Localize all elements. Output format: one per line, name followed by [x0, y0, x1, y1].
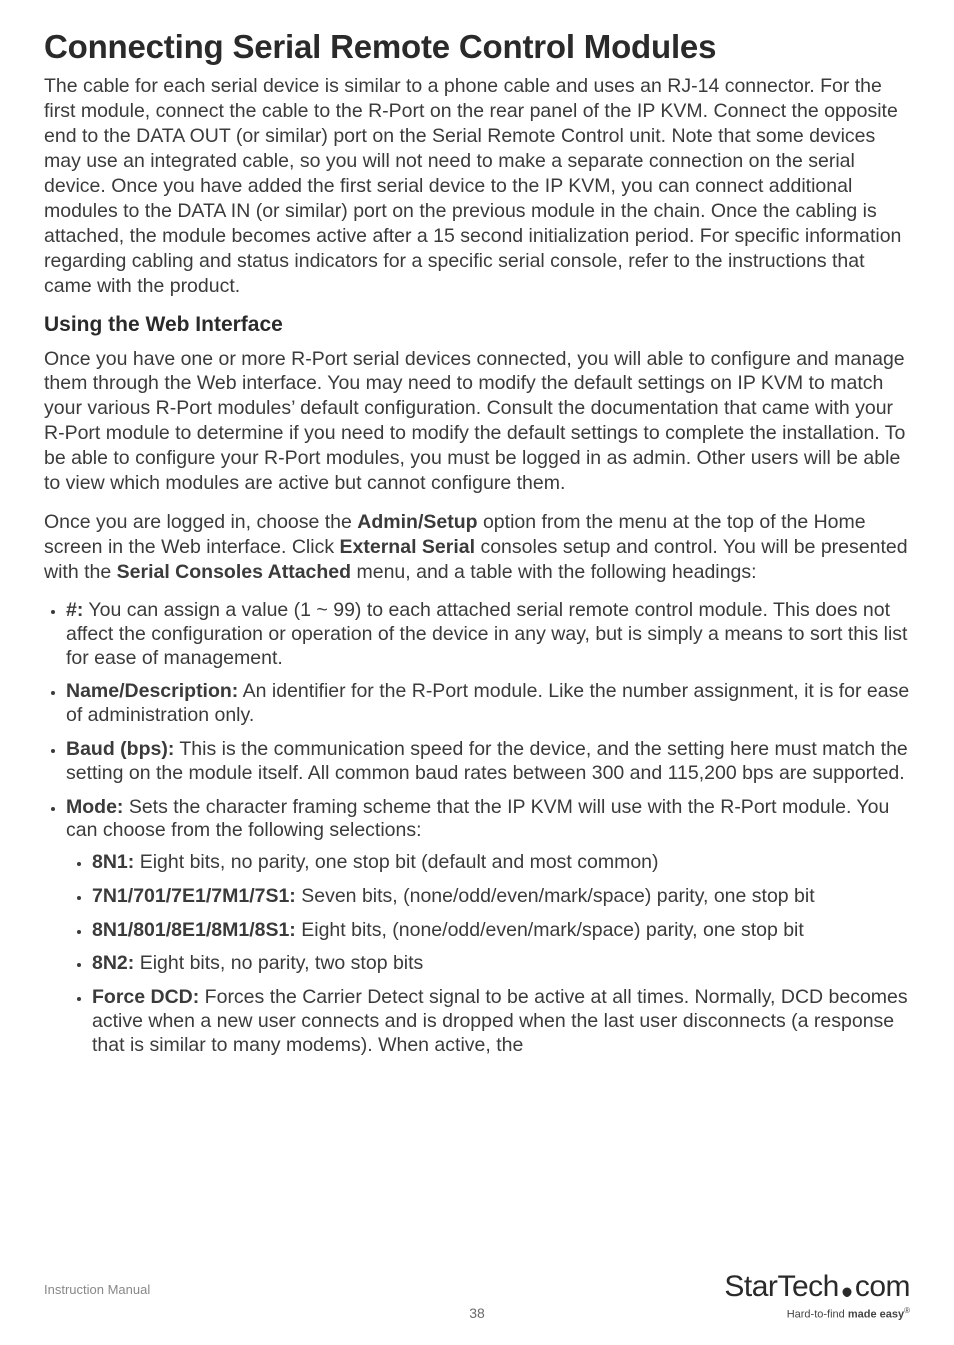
list-item-hash: #: You can assign a value (1 ~ 99) to ea…: [66, 599, 910, 670]
sub-8n1b-label: 8N1/801/8E1/8M1/8S1:: [92, 919, 296, 941]
list-item-name-description: Name/Description: An identifier for the …: [66, 680, 910, 728]
sub-item-8n2: 8N2: Eight bits, no parity, two stop bit…: [92, 952, 910, 976]
li-hash-text: You can assign a value (1 ~ 99) to each …: [66, 599, 907, 669]
sub-dcd-text: Forces the Carrier Detect signal to be a…: [92, 986, 908, 1056]
li-baud-label: Baud (bps):: [66, 738, 174, 760]
sub-8n1-label: 8N1:: [92, 851, 134, 873]
subheading-web-interface: Using the Web Interface: [44, 313, 910, 337]
logo-wordmark: StarTechcom: [724, 1272, 910, 1302]
li-mode-label: Mode:: [66, 796, 123, 818]
footer-page-number: 38: [469, 1305, 485, 1321]
list-item-mode: Mode: Sets the character framing scheme …: [66, 796, 910, 1058]
sub-item-8n1: 8N1: Eight bits, no parity, one stop bit…: [92, 851, 910, 875]
sub-item-8n1b: 8N1/801/8E1/8M1/8S1: Eight bits, (none/o…: [92, 919, 910, 943]
li-baud-text: This is the communication speed for the …: [66, 738, 908, 784]
footer-manual-label: Instruction Manual: [44, 1282, 150, 1297]
sub-item-7n1: 7N1/701/7E1/7M1/7S1: Seven bits, (none/o…: [92, 885, 910, 909]
para3-post: menu, and a table with the following hea…: [351, 561, 756, 583]
li-hash-label: #:: [66, 599, 83, 621]
intro-paragraph: The cable for each serial device is simi…: [44, 74, 910, 299]
para3-external-serial: External Serial: [340, 536, 476, 558]
tagline-b: made easy: [848, 1309, 904, 1321]
li-name-label: Name/Description:: [66, 680, 238, 702]
paragraph-configure: Once you have one or more R-Port serial …: [44, 347, 910, 497]
page-container: Connecting Serial Remote Control Modules…: [0, 0, 954, 1345]
sub-dcd-label: Force DCD:: [92, 986, 199, 1008]
tagline-a: Hard-to-find: [787, 1309, 848, 1321]
sub-8n2-label: 8N2:: [92, 952, 134, 974]
sub-item-force-dcd: Force DCD: Forces the Carrier Detect sig…: [92, 986, 910, 1057]
registered-symbol: ®: [904, 1306, 910, 1315]
headings-list: #: You can assign a value (1 ~ 99) to ea…: [44, 599, 910, 1058]
page-title: Connecting Serial Remote Control Modules: [44, 28, 910, 66]
logo-com: com: [855, 1270, 910, 1303]
para3-serial-consoles: Serial Consoles Attached: [117, 561, 351, 583]
startech-logo: StarTechcom Hard-to-find made easy®: [724, 1272, 910, 1321]
para3-pre: Once you are logged in, choose the: [44, 511, 357, 533]
mode-sublist: 8N1: Eight bits, no parity, one stop bit…: [66, 851, 910, 1057]
sub-7n1-label: 7N1/701/7E1/7M1/7S1:: [92, 885, 296, 907]
logo-dot-icon: [839, 1278, 855, 1308]
li-mode-text: Sets the character framing scheme that t…: [66, 796, 889, 842]
sub-7n1-text: Seven bits, (none/odd/even/mark/space) p…: [296, 885, 815, 907]
sub-8n1-text: Eight bits, no parity, one stop bit (def…: [134, 851, 658, 873]
para3-admin-setup: Admin/Setup: [357, 511, 477, 533]
logo-star: Star: [724, 1270, 777, 1303]
page-footer: Instruction Manual 38 StarTechcom Hard-t…: [44, 1265, 910, 1321]
paragraph-headings-intro: Once you are logged in, choose the Admin…: [44, 510, 910, 585]
sub-8n2-text: Eight bits, no parity, two stop bits: [134, 952, 423, 974]
sub-8n1b-text: Eight bits, (none/odd/even/mark/space) p…: [296, 919, 804, 941]
logo-tagline: Hard-to-find made easy®: [724, 1306, 910, 1321]
list-item-baud: Baud (bps): This is the communication sp…: [66, 738, 910, 786]
logo-tech: Tech: [777, 1270, 838, 1303]
